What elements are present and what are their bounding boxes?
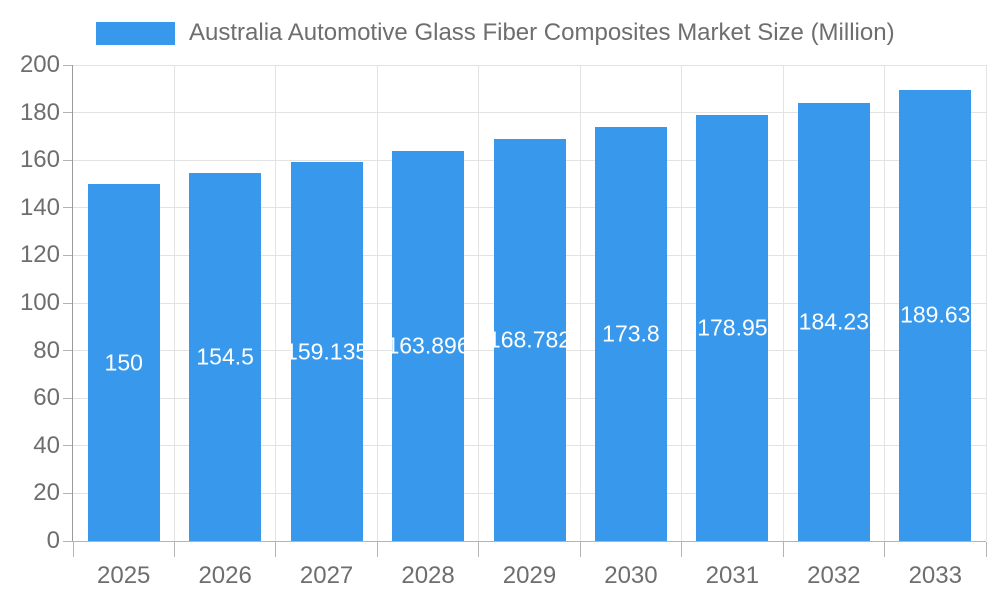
bar-value-label: 163.896 [392,332,465,359]
y-tick-label: 80 [33,336,60,364]
bar-2029: 168.782 [493,139,566,541]
y-axis-tick [63,492,73,494]
x-tick-label: 2029 [502,562,557,589]
y-tick-label: 160 [19,146,60,174]
x-tick-label: 2031 [705,562,760,589]
x-tick-label: 2025 [97,562,151,589]
v-gridline [985,65,987,541]
bar-value-label: 154.5 [196,343,254,370]
y-axis-tick [63,350,73,352]
x-tick-label: 2033 [908,562,962,589]
h-gridline [73,112,986,114]
x-axis-tick [275,542,277,557]
y-axis-tick [63,397,73,399]
y-axis-tick [63,540,73,542]
bar-value-label: 178.95 [697,314,768,341]
x-axis-tick [681,542,683,557]
y-axis-tick [63,207,73,209]
legend-swatch [96,21,175,45]
x-axis-tick [579,542,581,557]
y-tick-label: 200 [19,51,60,78]
y-tick-label: 140 [19,193,60,221]
v-gridline [173,65,175,541]
v-gridline [782,65,784,541]
bar-value-label: 150 [104,349,143,375]
x-axis-tick [884,542,886,557]
y-tick-label: 60 [33,384,60,412]
y-tick-label: 20 [33,479,60,507]
x-axis-tick [72,542,74,557]
v-gridline [376,65,378,541]
legend-item[interactable]: Australia Automotive Glass Fiber Composi… [96,19,895,47]
y-tick-label: 0 [46,527,60,554]
x-axis-tick [782,542,784,557]
x-axis-line [72,541,986,542]
y-axis-tick [63,64,73,66]
v-gridline [884,65,886,541]
y-tick-label: 100 [19,289,60,316]
bar-2028: 163.896 [392,150,465,541]
bar-value-label: 184.23 [798,308,870,335]
bar-2027: 159.135 [290,162,363,541]
x-tick-label: 2032 [807,562,861,589]
x-axis-tick [478,542,480,557]
x-tick-label: 2027 [299,562,354,589]
v-gridline [478,65,480,541]
h-gridline [73,64,986,66]
bar-value-label: 173.8 [602,320,660,347]
y-axis-line [72,65,73,542]
legend-label: Australia Automotive Glass Fiber Composi… [189,19,895,46]
x-axis-tick [173,542,175,557]
y-tick-label: 120 [19,241,60,269]
x-axis-tick [376,542,378,557]
y-axis-tick [63,159,73,161]
x-tick-label: 2030 [604,562,658,589]
x-axis-tick [985,542,987,557]
v-gridline [681,65,683,541]
bar-2030: 173.8 [594,127,667,541]
bar-value-label: 189.63 [900,301,971,328]
y-axis-tick [63,112,73,114]
y-axis-tick [63,302,73,304]
y-tick-label: 40 [33,431,60,459]
bar-2031: 178.95 [696,115,769,541]
y-axis-tick [63,254,73,256]
bar-2033: 189.63 [899,89,972,541]
x-tick-label: 2028 [401,562,455,589]
v-gridline [275,65,277,541]
v-gridline [579,65,581,541]
bar-value-label: 168.782 [493,326,566,353]
bar-2026: 154.5 [189,173,262,541]
y-tick-label: 180 [19,98,60,126]
bar-2032: 184.23 [797,102,870,541]
x-tick-label: 2026 [198,562,252,589]
bar-2025: 150 [87,184,160,541]
y-axis-tick [63,445,73,447]
bar-value-label: 159.135 [290,338,363,365]
